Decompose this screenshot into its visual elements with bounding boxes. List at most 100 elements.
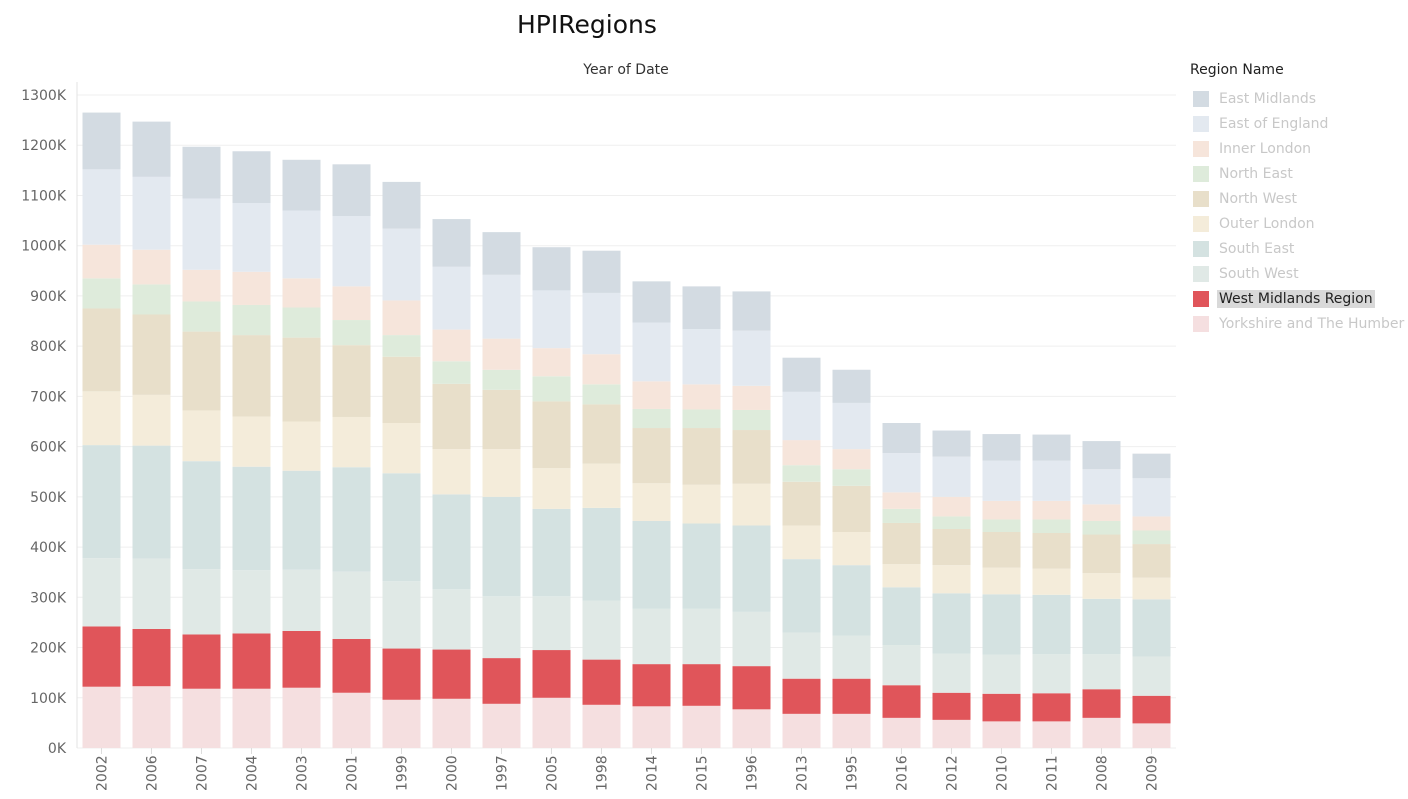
bar-segment[interactable] — [632, 483, 671, 521]
bar-segment[interactable] — [382, 648, 421, 700]
bar-segment[interactable] — [732, 611, 771, 667]
bar-segment[interactable] — [682, 384, 721, 410]
bar-segment[interactable] — [732, 483, 771, 526]
bar-segment[interactable] — [1132, 723, 1171, 748]
bar-segment[interactable] — [1082, 598, 1121, 655]
legend-item[interactable]: North West — [1190, 186, 1405, 211]
bar-segment[interactable] — [332, 571, 371, 639]
bar-segment[interactable] — [532, 650, 571, 698]
bar-segment[interactable] — [582, 463, 621, 508]
bar-segment[interactable] — [382, 300, 421, 336]
bar-segment[interactable] — [232, 304, 271, 336]
bar-segment[interactable] — [982, 532, 1021, 568]
bar-segment[interactable] — [82, 626, 121, 687]
bar-segment[interactable] — [482, 449, 521, 497]
bar-segment[interactable] — [482, 596, 521, 659]
bar-segment[interactable] — [382, 581, 421, 649]
bar-segment[interactable] — [432, 698, 471, 748]
bar-segment[interactable] — [782, 440, 821, 466]
bar-segment[interactable] — [1032, 519, 1071, 534]
bar-segment[interactable] — [132, 176, 171, 250]
bar-segment[interactable] — [282, 307, 321, 338]
bar-segment[interactable] — [832, 369, 871, 403]
bar-segment[interactable] — [82, 169, 121, 245]
bar-segment[interactable] — [182, 331, 221, 411]
bar-segment[interactable] — [1082, 689, 1121, 718]
bar-segment[interactable] — [532, 468, 571, 509]
bar-segment[interactable] — [282, 569, 321, 631]
bar-segment[interactable] — [182, 410, 221, 462]
bar-segment[interactable] — [482, 389, 521, 450]
bar-segment[interactable] — [1032, 594, 1071, 655]
bar-segment[interactable] — [682, 329, 721, 385]
bar-segment[interactable] — [582, 292, 621, 355]
bar-segment[interactable] — [232, 202, 271, 272]
bar-segment[interactable] — [82, 445, 121, 559]
bar-segment[interactable] — [932, 653, 971, 693]
bar-segment[interactable] — [532, 596, 571, 651]
bar-segment[interactable] — [232, 466, 271, 571]
bar-segment[interactable] — [232, 271, 271, 305]
bar-segment[interactable] — [482, 369, 521, 390]
bar-segment[interactable] — [332, 692, 371, 748]
bar-segment[interactable] — [282, 630, 321, 688]
bar-segment[interactable] — [532, 508, 571, 597]
bar-segment[interactable] — [832, 678, 871, 714]
legend-item[interactable]: Outer London — [1190, 211, 1405, 236]
bar-segment[interactable] — [432, 329, 471, 362]
bar-segment[interactable] — [1032, 500, 1071, 520]
legend-item[interactable]: East of England — [1190, 111, 1405, 136]
bar-segment[interactable] — [982, 721, 1021, 748]
bar-segment[interactable] — [932, 719, 971, 748]
bar-segment[interactable] — [782, 465, 821, 482]
bar-segment[interactable] — [732, 291, 771, 331]
bar-segment[interactable] — [182, 569, 221, 635]
bar-segment[interactable] — [482, 232, 521, 275]
bar-segment[interactable] — [332, 416, 371, 468]
bar-segment[interactable] — [1132, 544, 1171, 578]
bar-segment[interactable] — [782, 713, 821, 748]
bar-segment[interactable] — [132, 314, 171, 395]
bar-segment[interactable] — [532, 290, 571, 349]
bar-segment[interactable] — [182, 688, 221, 748]
bar-segment[interactable] — [82, 308, 121, 392]
bar-segment[interactable] — [1132, 656, 1171, 696]
bar-segment[interactable] — [282, 159, 321, 211]
bar-segment[interactable] — [482, 703, 521, 748]
legend-item[interactable]: West Midlands Region — [1190, 286, 1405, 311]
bar-segment[interactable] — [882, 564, 921, 588]
bar-segment[interactable] — [982, 500, 1021, 520]
bar-segment[interactable] — [82, 558, 121, 627]
bar-segment[interactable] — [832, 565, 871, 636]
bar-segment[interactable] — [632, 520, 671, 609]
bar-segment[interactable] — [782, 559, 821, 633]
bar-segment[interactable] — [282, 337, 321, 422]
bar-segment[interactable] — [982, 693, 1021, 722]
bar-segment[interactable] — [232, 688, 271, 748]
legend-item[interactable]: Inner London — [1190, 136, 1405, 161]
bar-segment[interactable] — [332, 286, 371, 321]
bar-segment[interactable] — [532, 376, 571, 402]
bar-segment[interactable] — [632, 664, 671, 707]
bar-segment[interactable] — [132, 628, 171, 687]
bar-segment[interactable] — [482, 658, 521, 704]
bar-segment[interactable] — [632, 428, 671, 484]
bar-segment[interactable] — [882, 522, 921, 565]
bar-segment[interactable] — [782, 525, 821, 560]
bar-segment[interactable] — [1132, 530, 1171, 545]
bar-segment[interactable] — [582, 354, 621, 385]
bar-segment[interactable] — [632, 322, 671, 382]
bar-segment[interactable] — [332, 638, 371, 693]
bar-segment[interactable] — [982, 434, 1021, 461]
bar-segment[interactable] — [582, 600, 621, 660]
bar-segment[interactable] — [1032, 533, 1071, 569]
legend-item[interactable]: East Midlands — [1190, 86, 1405, 111]
bar-segment[interactable] — [332, 320, 371, 346]
bar-segment[interactable] — [632, 381, 671, 409]
bar-segment[interactable] — [682, 523, 721, 609]
bar-segment[interactable] — [982, 460, 1021, 501]
bar-segment[interactable] — [932, 528, 971, 566]
bar-segment[interactable] — [1132, 516, 1171, 531]
bar-segment[interactable] — [532, 348, 571, 377]
bar-segment[interactable] — [182, 301, 221, 332]
